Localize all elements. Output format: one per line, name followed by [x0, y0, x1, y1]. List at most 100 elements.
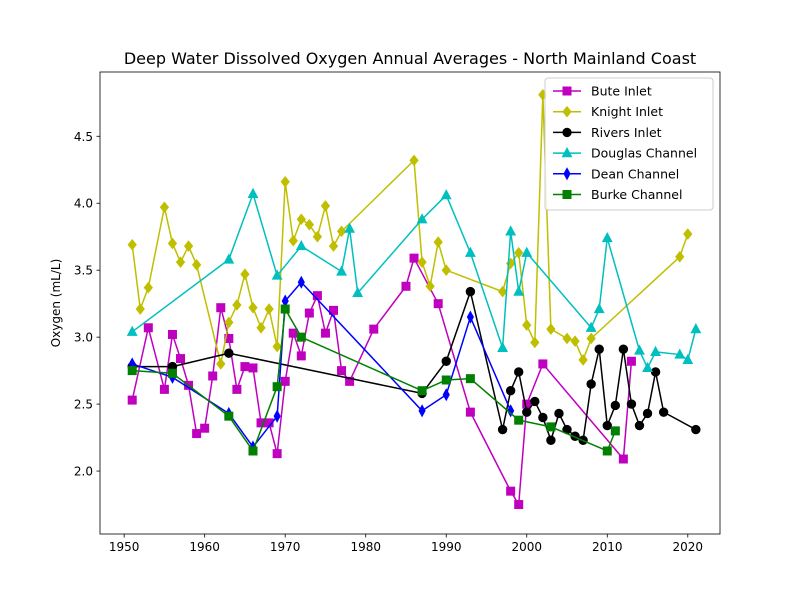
series-knight-inlet [127, 88, 693, 370]
data-point-bute-inlet [514, 500, 524, 510]
series-line-rivers-inlet [132, 290, 697, 442]
data-point-douglas-channel [634, 344, 645, 355]
data-point-douglas-channel [126, 325, 138, 336]
data-point-rivers-inlet [522, 407, 532, 417]
data-point-douglas-channel [247, 187, 259, 198]
data-point-knight-inlet [425, 280, 435, 293]
data-point-bute-inlet [369, 324, 379, 334]
data-point-knight-inlet [312, 230, 323, 243]
y-tick-label: 2.0 [74, 465, 93, 479]
legend: Bute Inlet Knight Inlet Rivers Inlet Dougla… [544, 77, 714, 211]
data-point-knight-inlet [497, 285, 508, 298]
legend-box [544, 77, 714, 211]
data-point-douglas-channel [271, 269, 283, 280]
legend-marker-bute-inlet [562, 86, 572, 96]
x-tick-label: 1990 [431, 540, 462, 554]
data-point-rivers-inlet [497, 424, 508, 435]
axes: 1950 1960 1970 1980 1990 2000 2010 2020 2.0 2.5 3.… [74, 71, 721, 554]
data-point-burke-channel [224, 411, 234, 421]
series-dean-channel [128, 275, 515, 454]
data-point-knight-inlet [143, 281, 153, 294]
legend-label-dean-channel: Dean Channel [591, 166, 679, 181]
data-point-burke-channel [280, 304, 290, 314]
data-point-douglas-channel [440, 189, 452, 200]
data-point-knight-inlet [675, 250, 685, 263]
series-line-burke-channel [132, 308, 617, 452]
data-point-knight-inlet [409, 154, 419, 167]
data-point-bute-inlet [176, 354, 186, 364]
data-point-bute-inlet [200, 423, 210, 433]
data-point-douglas-channel [674, 348, 686, 359]
data-point-rivers-inlet [224, 348, 234, 358]
data-point-douglas-channel [223, 253, 235, 264]
legend-label-bute-inlet: Bute Inlet [591, 84, 652, 99]
data-point-rivers-inlet [602, 420, 612, 431]
data-point-knight-inlet [586, 332, 596, 345]
data-point-bute-inlet [626, 356, 636, 366]
data-point-dean-channel [273, 409, 281, 423]
data-point-knight-inlet [183, 240, 194, 252]
data-point-douglas-channel [585, 321, 597, 332]
data-point-knight-inlet [191, 259, 202, 271]
data-point-rivers-inlet [634, 420, 645, 431]
legend-label-knight-inlet: Knight Inlet [591, 104, 663, 119]
legend-label-douglas-channel: Douglas Channel [591, 146, 697, 161]
data-point-rivers-inlet [626, 399, 637, 409]
data-point-rivers-inlet [691, 424, 701, 435]
data-point-burke-channel [127, 366, 137, 376]
data-point-burke-channel [465, 374, 475, 384]
data-point-bute-inlet [248, 363, 258, 373]
series-line-dean-channel [131, 281, 512, 448]
data-point-bute-inlet [409, 253, 419, 263]
data-point-douglas-channel [336, 265, 347, 276]
data-point-knight-inlet [296, 213, 306, 226]
data-point-knight-inlet [320, 200, 331, 212]
legend-marker-douglas-channel [561, 147, 573, 158]
data-point-knight-inlet [232, 299, 242, 311]
legend-marker-dean-channel [563, 167, 571, 181]
data-point-rivers-inlet [586, 379, 596, 389]
data-point-rivers-inlet [538, 412, 548, 423]
data-point-rivers-inlet [441, 356, 451, 366]
data-point-knight-inlet [336, 225, 347, 238]
data-point-knight-inlet [216, 358, 226, 370]
data-point-bute-inlet [167, 329, 177, 339]
data-point-bute-inlet [232, 384, 242, 394]
y-tick-label: 3.0 [74, 331, 93, 345]
plot-frame [99, 71, 721, 535]
x-tick-label: 2020 [673, 540, 704, 554]
data-point-bute-inlet [224, 333, 234, 343]
x-tick-label: 1980 [350, 540, 381, 554]
data-point-rivers-inlet [658, 407, 669, 417]
data-point-knight-inlet [514, 246, 524, 259]
data-point-knight-inlet [328, 240, 339, 252]
data-point-knight-inlet [175, 256, 186, 268]
data-point-knight-inlet [135, 303, 145, 315]
x-tick-label: 1960 [189, 540, 220, 554]
legend-marker-knight-inlet [562, 105, 572, 118]
data-point-bute-inlet [288, 328, 298, 338]
y-tick-label: 2.5 [74, 398, 93, 412]
series-burke-channel [127, 304, 620, 456]
data-point-rivers-inlet [465, 286, 476, 297]
data-point-bute-inlet [280, 376, 290, 386]
data-point-bute-inlet [506, 486, 516, 496]
data-point-douglas-channel [690, 323, 702, 334]
data-point-knight-inlet [578, 354, 588, 366]
data-point-rivers-inlet [594, 344, 604, 354]
y-tick-label: 3.5 [74, 264, 93, 278]
data-point-knight-inlet [127, 238, 137, 251]
data-point-rivers-inlet [546, 435, 556, 445]
data-point-douglas-channel [352, 286, 364, 298]
data-point-douglas-channel [650, 345, 662, 356]
data-point-knight-inlet [264, 303, 274, 315]
data-point-knight-inlet [530, 336, 540, 349]
data-point-douglas-channel [593, 302, 605, 314]
data-point-bute-inlet [401, 281, 411, 291]
data-point-bute-inlet [465, 407, 475, 417]
data-point-dean-channel [507, 404, 515, 418]
data-point-knight-inlet [441, 264, 451, 276]
data-point-knight-inlet [683, 228, 693, 240]
x-tick-label: 2010 [592, 540, 623, 554]
